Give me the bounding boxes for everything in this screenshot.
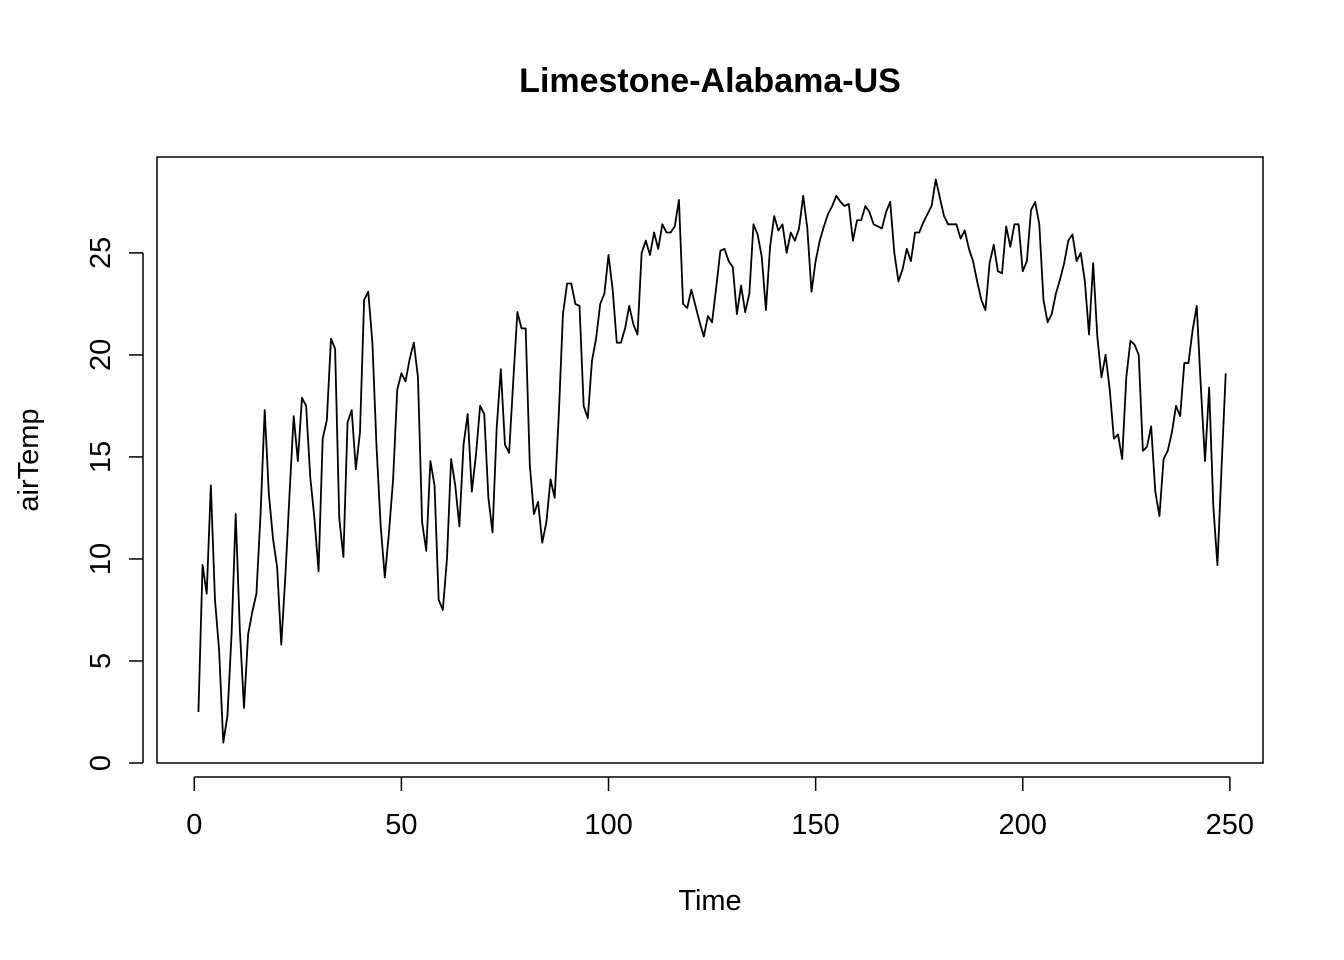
y-tick-label: 0	[85, 755, 117, 771]
x-tick-label: 200	[999, 809, 1047, 841]
x-axis: 0 50 100 150 200 250	[186, 776, 1254, 841]
y-tick-label: 5	[85, 653, 117, 669]
y-tick-label: 25	[85, 237, 117, 269]
x-axis-label: Time	[678, 885, 741, 917]
y-tick-label: 10	[85, 543, 117, 575]
x-tick-label: 100	[584, 809, 632, 841]
x-tick-label: 0	[186, 809, 202, 841]
x-tick-label: 50	[385, 809, 417, 841]
plot-frame	[156, 156, 1264, 764]
x-tick-label: 150	[791, 809, 839, 841]
chart-title: Limestone-Alabama-US	[519, 62, 901, 100]
series-line-0	[197, 178, 1227, 744]
x-tick-label: 250	[1206, 809, 1254, 841]
y-axis-label: airTemp	[13, 408, 45, 511]
y-tick-label: 20	[85, 339, 117, 371]
y-tick-label: 15	[85, 441, 117, 473]
y-axis: 0 5 10 15 20 25	[85, 237, 144, 771]
series-layer	[197, 178, 1227, 744]
